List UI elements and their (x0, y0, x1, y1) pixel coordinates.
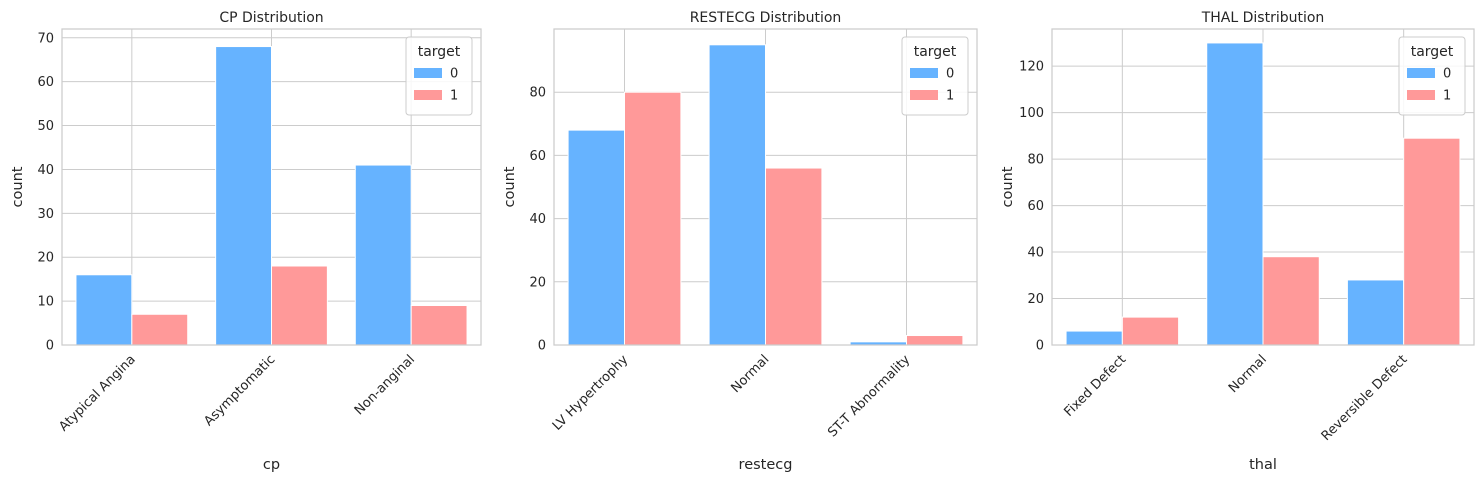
legend-swatch (1407, 90, 1435, 100)
bar-1-2 (1403, 137, 1461, 346)
axes-frame (61, 28, 482, 346)
x-tick-label: Normal (728, 352, 772, 396)
y-tick-label: 80 (1027, 153, 1044, 168)
y-tick-label: 60 (1027, 199, 1044, 214)
y-tick-label: 70 (37, 31, 54, 46)
legend-swatch (910, 68, 938, 78)
legend-entry-label: 1 (450, 89, 458, 104)
y-axis-label: count (502, 166, 518, 207)
bar-1-0 (624, 91, 682, 346)
legend-swatch (414, 68, 442, 78)
chart-panel-1: RESTECG Distribution 0 20 40 60 80 LV Hypertro… (502, 10, 978, 473)
x-tick-label: Atypical Angina (56, 352, 138, 434)
legend-entry-label: 0 (1443, 67, 1451, 82)
bar-0-1 (708, 44, 766, 346)
y-tick-label: 40 (1027, 246, 1044, 261)
bar-1-0 (131, 313, 189, 346)
y-tick-label: 50 (37, 119, 54, 134)
bar-0-1 (1206, 42, 1264, 346)
bar-1-1 (1262, 256, 1320, 346)
y-tick-label: 0 (1036, 339, 1044, 354)
y-tick-label: 40 (529, 212, 546, 227)
bar-0-0 (1065, 330, 1123, 346)
y-tick-label: 100 (1019, 106, 1044, 121)
legend-entry-label: 0 (946, 67, 954, 82)
chart-title: RESTECG Distribution (690, 10, 842, 26)
y-tick-label: 20 (1027, 292, 1044, 307)
axes-frame (1051, 28, 1475, 346)
x-tick-label: LV Hypertrophy (550, 352, 632, 434)
y-tick-label: 30 (37, 207, 54, 222)
x-tick-label: Normal (1226, 352, 1270, 396)
x-axis-label: cp (263, 457, 280, 473)
y-tick-label: 60 (37, 75, 54, 90)
legend-entry-label: 0 (450, 67, 458, 82)
y-tick-label: 20 (529, 275, 546, 290)
x-tick-label: Asymptomatic (201, 352, 278, 429)
y-tick-label: 40 (37, 163, 54, 178)
x-tick-label: Non-anginal (352, 352, 418, 418)
y-axis-label: count (1000, 166, 1016, 207)
bar-0-2 (354, 164, 412, 346)
bar-1-1 (765, 167, 823, 346)
y-tick-label: 0 (538, 339, 546, 354)
legend-swatch (414, 90, 442, 100)
y-axis-label: count (10, 166, 26, 207)
x-tick-label: ST-T Abnormality (825, 352, 913, 440)
bar-0-1 (215, 46, 272, 346)
y-tick-label: 120 (1019, 60, 1044, 75)
y-tick-label: 10 (37, 295, 54, 310)
bar-1-1 (271, 265, 328, 346)
chart-title: THAL Distribution (1201, 10, 1325, 26)
chart-panel-2: THAL Distribution 0 20 40 60 80 100 120 Fixed De… (1000, 10, 1475, 473)
legend-swatch (1407, 68, 1435, 78)
bar-1-2 (410, 305, 468, 346)
x-tick-label: Fixed Defect (1062, 352, 1130, 420)
bar-0-0 (75, 274, 133, 346)
x-tick-label: Reversible Defect (1319, 352, 1411, 444)
x-axis-label: thal (1249, 457, 1277, 473)
axes-frame (553, 28, 978, 346)
chart-title: CP Distribution (219, 10, 323, 26)
y-tick-label: 0 (46, 339, 54, 354)
y-tick-label: 80 (529, 86, 546, 101)
bar-0-2 (1346, 279, 1405, 346)
bar-1-0 (1121, 316, 1180, 346)
bar-0-0 (567, 129, 625, 346)
y-tick-label: 20 (37, 251, 54, 266)
bar-1-2 (906, 335, 964, 346)
x-axis-label: restecg (739, 457, 793, 473)
legend-entry-label: 1 (1443, 89, 1451, 104)
y-tick-label: 60 (529, 149, 546, 164)
legend-swatch (910, 90, 938, 100)
legend-title: target (418, 44, 461, 60)
legend-title: target (1411, 44, 1454, 60)
legend-title: target (914, 44, 957, 60)
legend-entry-label: 1 (946, 89, 954, 104)
